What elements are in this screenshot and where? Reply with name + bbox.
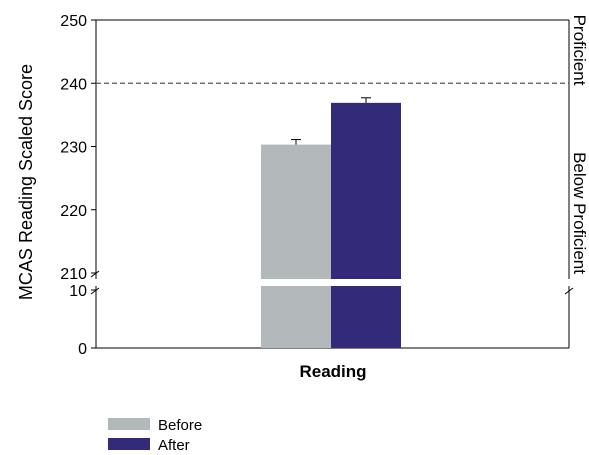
y-tick-label-10: 10	[69, 283, 87, 300]
y-tick-label-230: 230	[60, 140, 87, 157]
y-axis-label: MCAS Reading Scaled Score	[16, 64, 36, 300]
axis-break-gap-left	[91, 279, 101, 286]
y-tick-label-240: 240	[60, 76, 87, 93]
y-tick-label-220: 220	[60, 203, 87, 220]
y-tick-label-0: 0	[78, 341, 87, 358]
axis-overlays	[90, 270, 574, 295]
right-label-proficient: Proficient	[570, 15, 589, 86]
legend-swatch-before	[108, 418, 150, 430]
axis-break-mark-right	[564, 287, 574, 295]
axis-break-mark-left-lower	[90, 287, 100, 295]
legend-label-before: Before	[158, 417, 202, 434]
y-tick-label-210: 210	[60, 266, 87, 283]
bars-group	[261, 97, 401, 348]
legend-label-after: After	[158, 437, 190, 454]
legend-swatch-after	[108, 438, 150, 450]
plot-frame	[95, 19, 570, 349]
y-tick-label-250: 250	[60, 13, 87, 30]
bar-after	[331, 102, 401, 348]
x-category-label: Reading	[299, 362, 366, 381]
axis-break-gap-right	[564, 279, 574, 286]
legend: Before After	[108, 417, 202, 454]
axis-break-mark-left-upper	[90, 270, 100, 278]
y-axis-ticks: 210 220 230 240 250 0 10	[60, 13, 96, 358]
axis-break-gap	[97, 279, 568, 286]
right-label-below-proficient: Below Proficient	[570, 152, 589, 274]
bar-before	[261, 144, 331, 348]
